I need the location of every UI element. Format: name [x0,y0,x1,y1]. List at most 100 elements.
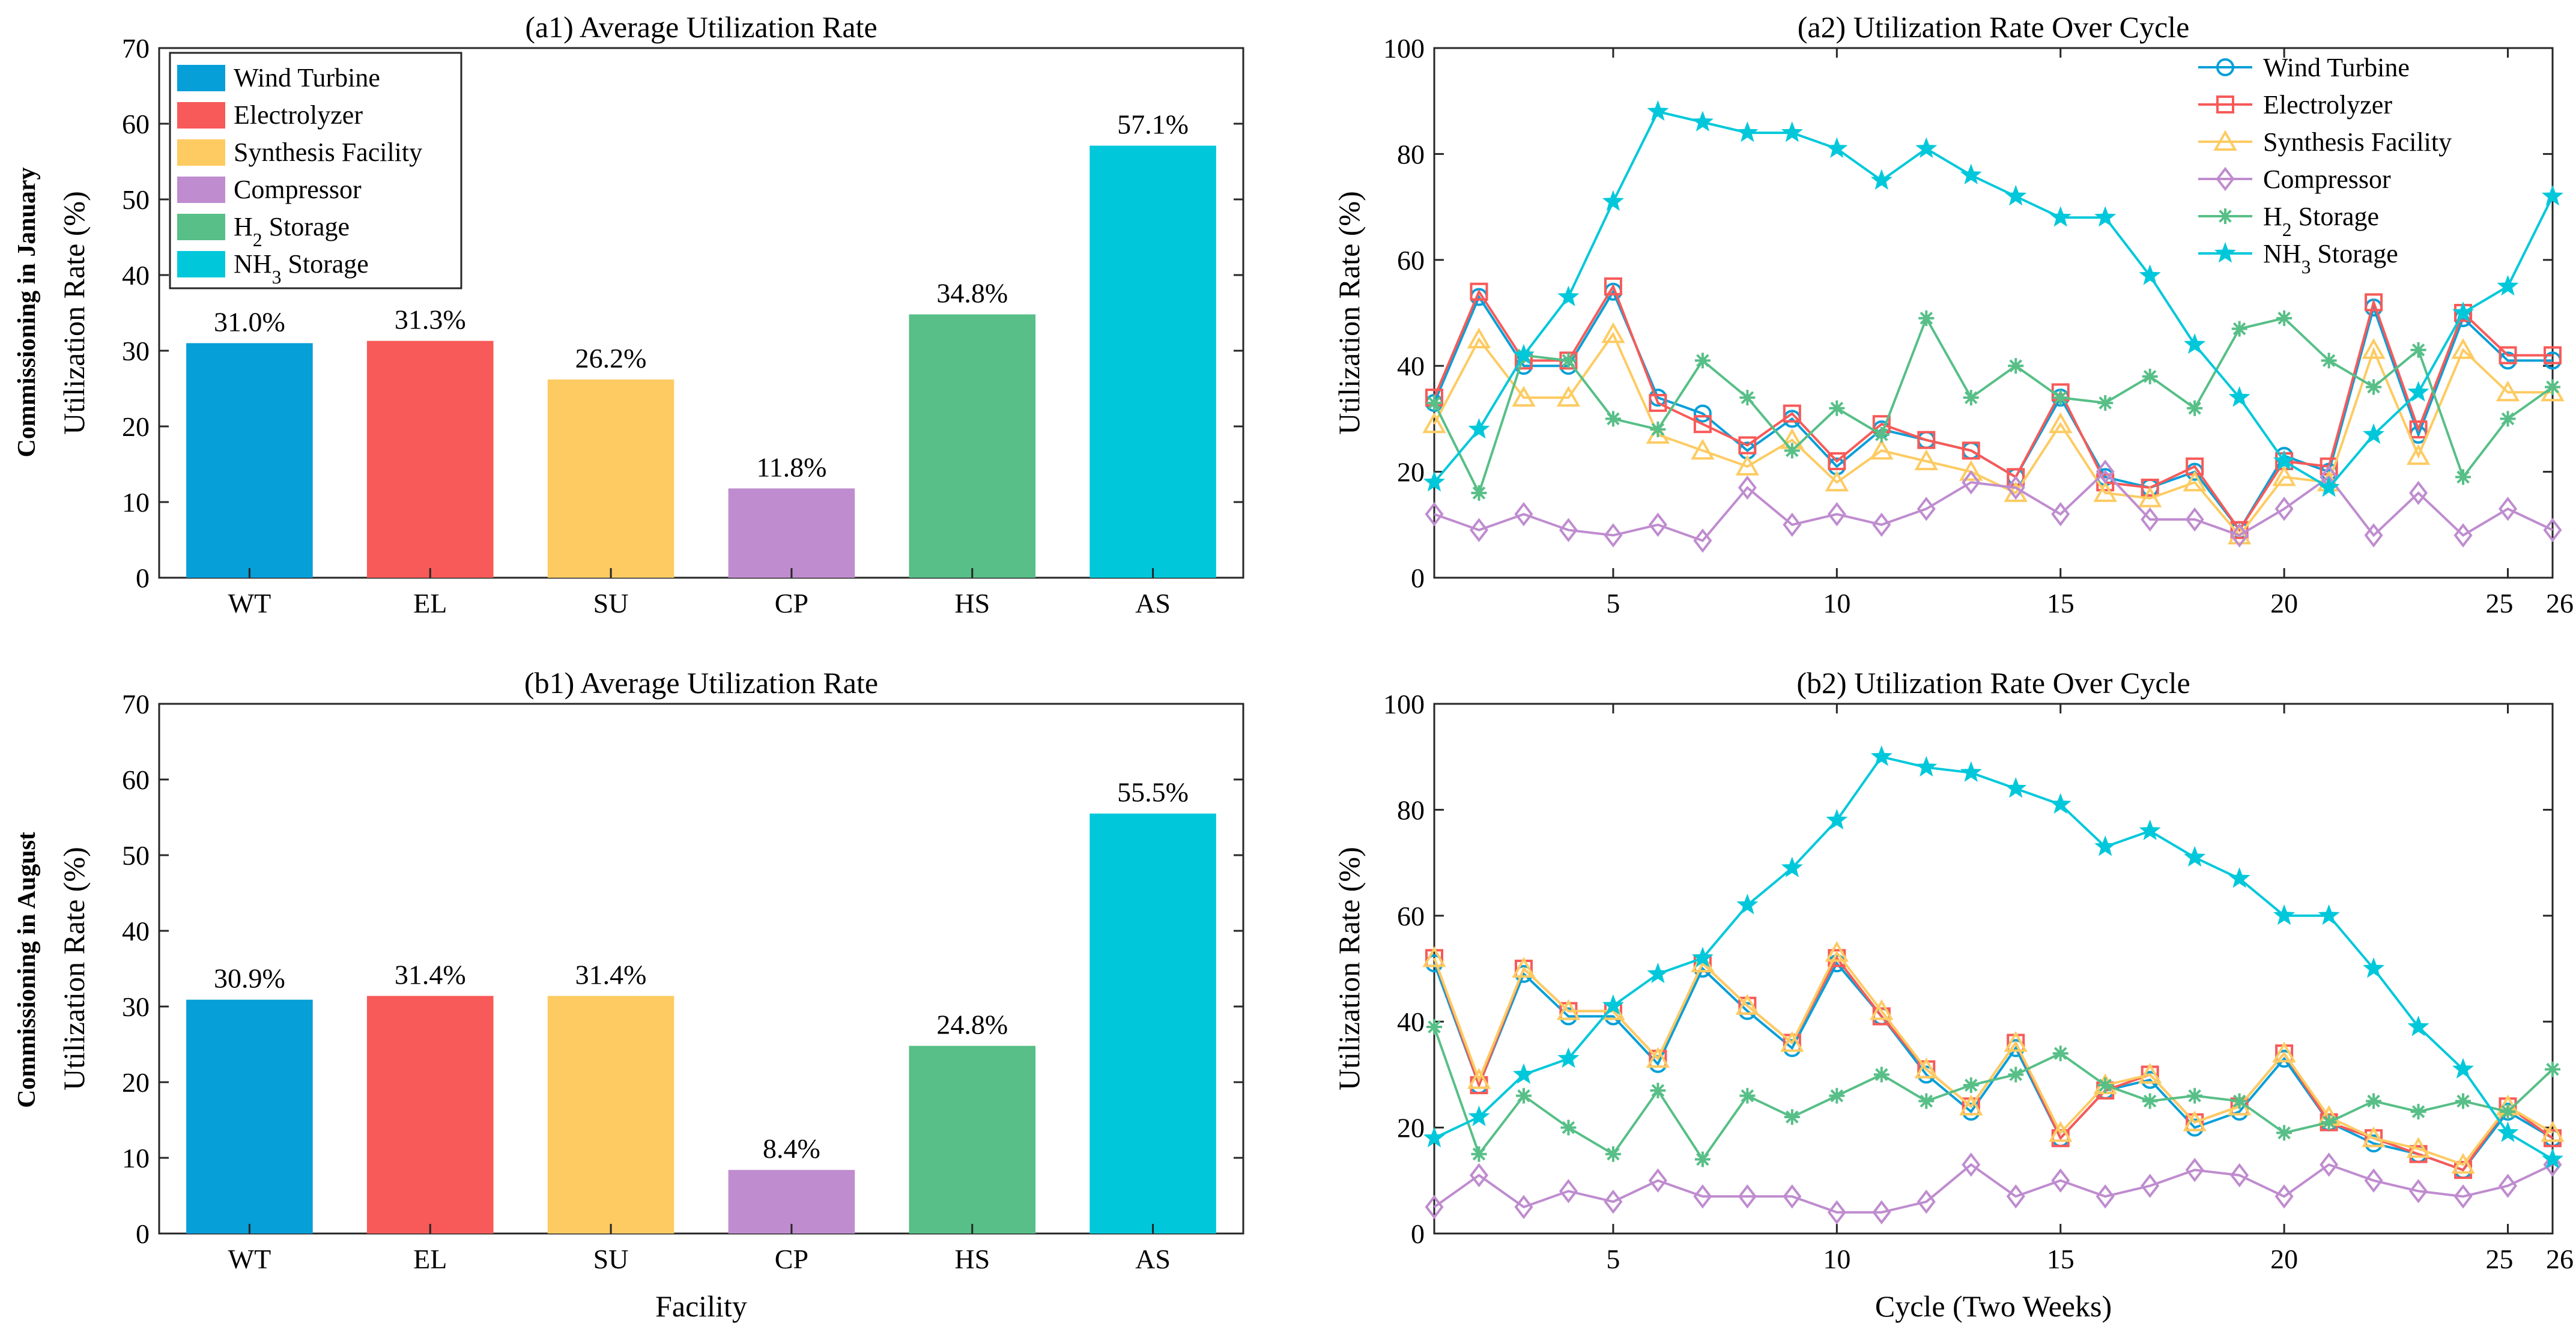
data-point [1783,1184,1802,1209]
data-point [1784,443,1800,459]
data-point [2498,497,2518,521]
data-point [2541,1121,2565,1142]
data-point [2005,184,2027,206]
data-point [2410,342,2426,358]
x-tick-label: 15 [2047,588,2074,619]
data-point [2499,346,2517,365]
y-tick-label: 40 [1397,351,1425,381]
data-point [1827,1200,1846,1225]
data-point [2138,1062,2162,1084]
data-point [1647,100,1669,121]
data-point [2497,274,2519,296]
y-tick-label: 20 [1397,1113,1425,1143]
y-tick-label: 40 [122,916,150,946]
series-line [1433,955,2554,1172]
data-point [2185,507,2204,532]
data-point [2096,459,2115,484]
data-point [1873,426,1890,443]
legend-label: Wind Turbine [2263,53,2410,82]
series-line [1433,961,2554,1172]
x-tick-label: WT [228,588,271,619]
data-point [2453,523,2473,548]
data-point [2318,476,2340,497]
legend-swatch [177,102,225,129]
data-point [2184,333,2206,354]
y-tick-label: 0 [1411,563,1425,593]
data-point [1557,1047,1580,1068]
legend-label: Compressor [234,175,362,204]
bar-value-label: 31.4% [395,959,466,990]
x-tick-label: 26 [2546,1244,2574,1274]
data-point [1605,411,1621,427]
data-point [2052,1046,2068,1062]
data-point [1738,475,1757,500]
data-point [1467,327,1491,349]
data-point [1512,1063,1535,1084]
data-point [1422,412,1446,434]
data-point [2094,835,2117,856]
data-point [2363,423,2385,444]
data-point [2004,1031,2028,1052]
data-point [1556,386,1581,407]
data-point [1515,1088,1532,1104]
data-point [2142,368,2158,384]
data-point [2142,1093,2158,1109]
data-point [1560,353,1577,369]
y-tick-label: 60 [1397,901,1425,931]
data-point [1872,1200,1891,1225]
y-axis-label: Utilization Rate (%) [1332,847,1366,1090]
series-line [1433,315,2554,497]
data-point [1873,1067,1890,1083]
bar-value-label: 8.4% [763,1133,820,1164]
data-point [2228,386,2250,407]
data-point [2451,338,2475,359]
legend-label: Synthesis Facility [234,138,422,167]
data-point [1691,946,1714,967]
x-tick-label: 25 [2486,588,2514,619]
data-point [2230,523,2249,548]
data-point [1872,512,1891,537]
data-point [2097,395,2114,411]
data-point [2496,380,2520,402]
data-point [2410,1104,2426,1120]
data-point [2187,1088,2203,1104]
data-point [1962,441,1980,460]
legend-label: Wind Turbine [234,63,380,92]
data-point [1827,501,1846,527]
bar-value-label: 31.0% [214,306,285,337]
data-point [2228,867,2250,888]
data-point [1963,1077,1979,1094]
bar-el [366,341,494,578]
bar-value-label: 31.3% [395,304,466,335]
data-point [2364,1168,2383,1193]
legend-swatch [177,65,225,91]
data-point [1826,809,1848,830]
data-point [1917,431,1936,449]
data-point [2321,353,2337,369]
data-point [2366,1093,2382,1109]
data-point [2183,470,2207,492]
legend-label: Electrolyzer [2263,90,2392,120]
chart-title: (b2) Utilization Rate Over Cycle [1796,666,2190,700]
data-point [2362,338,2386,359]
y-axis-label: Utilization Rate (%) [1332,191,1366,434]
data-point [1512,957,1536,978]
series-line [1433,283,2553,533]
bar-su [547,996,674,1234]
x-tick-label: 25 [2486,1244,2514,1274]
data-point [1960,163,1982,185]
x-tick-label: 10 [1823,1244,1850,1274]
bar-value-label: 11.8% [756,452,826,482]
x-tick-label: 15 [2047,1244,2074,1274]
x-tick-label: SU [593,1244,629,1274]
data-point [1870,999,1894,1020]
bar-cp [728,488,855,578]
data-point [2366,379,2382,395]
data-point [1556,999,1581,1020]
x-tick-label: EL [413,588,447,619]
data-point [1739,1088,1756,1104]
data-point [1601,322,1625,344]
bar-as [1089,813,1216,1234]
data-point [1693,528,1712,553]
